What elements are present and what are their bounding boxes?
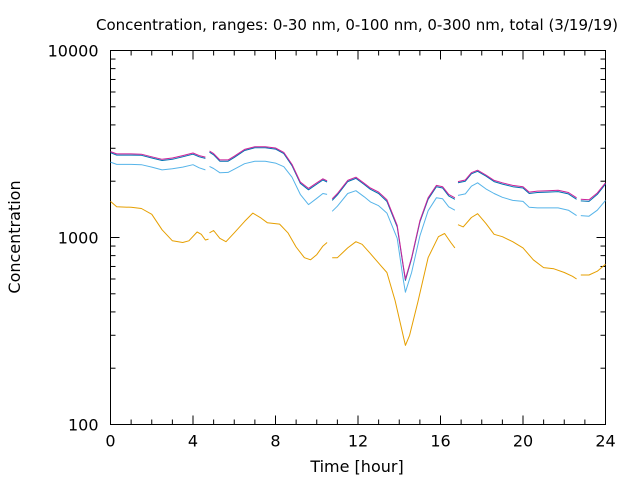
- plot-frame: [110, 50, 606, 425]
- x-tick-label: 8: [270, 432, 280, 451]
- y-tick-label: 10000: [48, 42, 99, 61]
- y-axis: 100 1000 10000: [48, 42, 606, 435]
- x-tick-label: 12: [348, 432, 368, 451]
- x-axis-label: Time [hour]: [309, 457, 403, 476]
- y-tick-label: 100: [68, 416, 99, 435]
- series-line: [110, 201, 606, 346]
- series-group: [110, 146, 606, 346]
- x-tick-label: 24: [595, 432, 615, 451]
- series-line: [110, 146, 606, 280]
- y-tick-label: 1000: [58, 229, 99, 248]
- series-line: [110, 160, 606, 293]
- chart-title: Concentration, ranges: 0-30 nm, 0-100 nm…: [96, 16, 618, 34]
- y-axis-label: Concentration: [5, 180, 24, 293]
- x-tick-label: 16: [430, 432, 450, 451]
- x-axis: 0 4 8 12 16 20 24: [105, 50, 616, 451]
- x-tick-label: 4: [188, 432, 198, 451]
- x-tick-label: 20: [513, 432, 533, 451]
- x-tick-label: 0: [105, 432, 115, 451]
- series-line: [110, 147, 606, 281]
